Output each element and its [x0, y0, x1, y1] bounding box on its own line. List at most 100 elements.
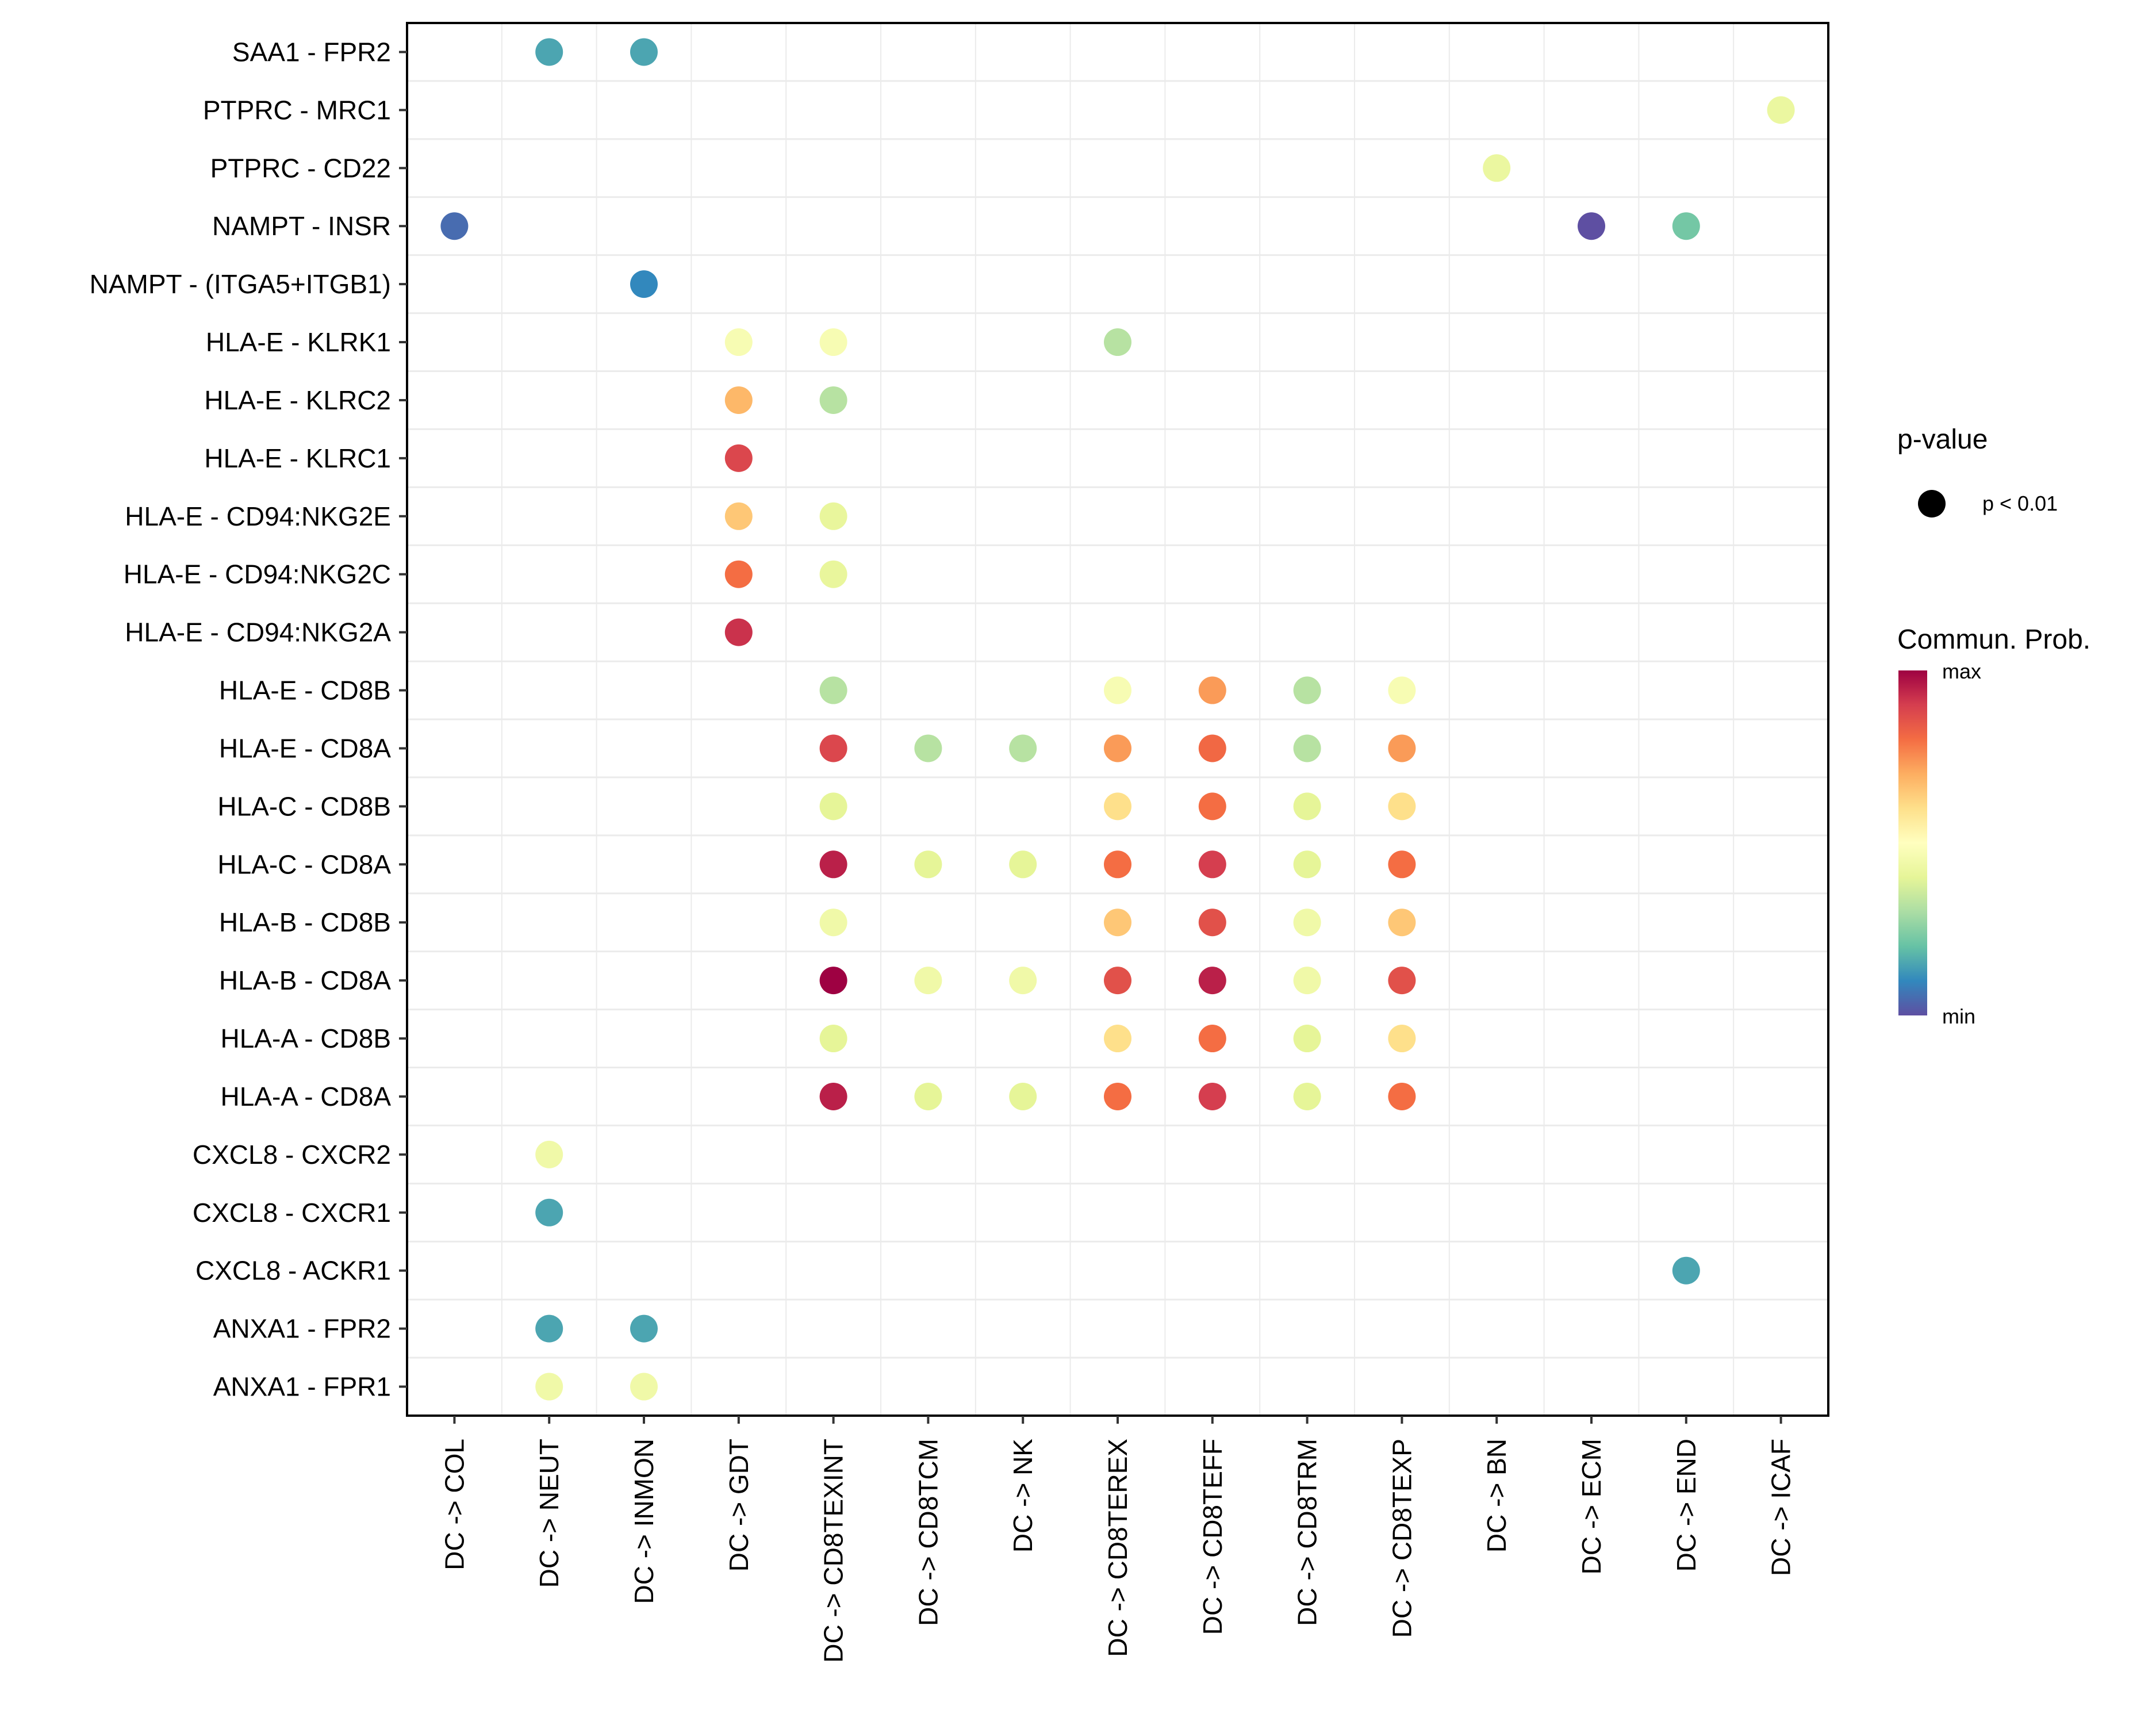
data-point	[819, 850, 847, 879]
legend-pvalue-title: p-value	[1897, 424, 1988, 455]
x-tick-label: DC -> ICAF	[1766, 1439, 1796, 1576]
data-point	[914, 734, 942, 762]
grid-lines	[407, 23, 1828, 1416]
data-point	[1293, 850, 1321, 879]
legend-colorbar: Commun. Prob. max min	[1897, 624, 2090, 1028]
data-point	[1198, 676, 1226, 704]
data-point	[440, 212, 469, 240]
data-point	[819, 676, 847, 704]
data-point	[1104, 676, 1131, 704]
data-point	[1388, 792, 1416, 821]
data-point	[630, 270, 658, 298]
data-point	[1483, 154, 1511, 182]
data-point	[1293, 676, 1321, 704]
y-tick-label: HLA-A - CD8B	[220, 1023, 391, 1053]
data-point	[1104, 908, 1131, 937]
data-point	[630, 1373, 658, 1401]
x-tick-label: DC -> NEUT	[534, 1439, 564, 1588]
data-point	[630, 38, 658, 66]
y-tick-label: HLA-C - CD8B	[217, 791, 391, 821]
data-point	[1104, 850, 1131, 879]
data-point	[1672, 1256, 1700, 1285]
y-tick-label: HLA-E - CD94:NKG2C	[124, 559, 391, 589]
data-point	[1388, 1082, 1416, 1110]
y-tick-label: SAA1 - FPR2	[232, 37, 391, 67]
colorbar-max-label: max	[1942, 660, 1981, 683]
y-tick-label: CXCL8 - ACKR1	[195, 1256, 391, 1286]
data-point	[1104, 792, 1131, 821]
x-tick-label: DC -> CD8TEXINT	[819, 1439, 849, 1663]
x-tick-label: DC -> END	[1671, 1439, 1701, 1571]
x-tick-label: DC -> NK	[1008, 1439, 1038, 1552]
data-point	[1388, 850, 1416, 879]
x-tick-label: DC -> CD8TEXP	[1387, 1439, 1417, 1638]
data-point	[1388, 676, 1416, 704]
data-point	[1198, 850, 1226, 879]
data-point	[1009, 967, 1037, 995]
y-tick-label: HLA-B - CD8A	[219, 965, 391, 995]
data-point	[1009, 1082, 1037, 1110]
y-tick-label: HLA-E - KLRC2	[204, 385, 391, 415]
data-point	[724, 328, 753, 356]
y-tick-label: PTPRC - MRC1	[203, 95, 391, 125]
data-point	[819, 1025, 847, 1053]
data-point	[1388, 1025, 1416, 1053]
data-point	[819, 1082, 847, 1110]
data-point	[1767, 96, 1795, 124]
y-tick-label: HLA-B - CD8B	[219, 907, 391, 937]
data-point	[1104, 734, 1131, 762]
x-tick-label: DC -> GDT	[724, 1439, 754, 1571]
data-point	[819, 328, 847, 356]
data-point	[1293, 792, 1321, 821]
colorbar-min-label: min	[1942, 1005, 1975, 1028]
y-tick-label: HLA-E - CD94:NKG2A	[125, 618, 391, 647]
data-point	[535, 38, 563, 66]
legend-pvalue: p-value p < 0.01	[1897, 424, 2058, 518]
data-point	[819, 908, 847, 937]
data-point	[724, 386, 753, 414]
x-tick-label: DC -> INMON	[629, 1439, 659, 1604]
colorbar	[1898, 670, 1927, 1015]
data-point	[1104, 328, 1131, 356]
data-points	[440, 38, 1795, 1401]
y-tick-label: NAMPT - (ITGA5+ITGB1)	[90, 269, 391, 299]
data-point	[1198, 1082, 1226, 1110]
y-tick-label: HLA-E - KLRK1	[206, 327, 391, 357]
data-point	[1293, 1025, 1321, 1053]
data-point	[1104, 1082, 1131, 1110]
legend-pvalue-label: p < 0.01	[1982, 492, 2058, 515]
data-point	[914, 850, 942, 879]
data-point	[1293, 1082, 1321, 1110]
data-point	[1293, 734, 1321, 762]
data-point	[914, 967, 942, 995]
y-tick-label: NAMPT - INSR	[212, 211, 391, 241]
data-point	[535, 1140, 563, 1168]
y-tick-label: HLA-E - CD8B	[219, 676, 391, 706]
y-tick-label: HLA-E - CD94:NKG2E	[125, 501, 391, 531]
y-tick-label: HLA-E - KLRC1	[204, 443, 391, 473]
data-point	[724, 618, 753, 646]
data-point	[724, 502, 753, 530]
data-point	[535, 1198, 563, 1226]
data-point	[630, 1314, 658, 1343]
data-point	[1104, 967, 1131, 995]
data-point	[819, 734, 847, 762]
y-tick-label: PTPRC - CD22	[210, 153, 391, 183]
data-point	[1388, 908, 1416, 937]
data-point	[1672, 212, 1700, 240]
y-tick-label: CXCL8 - CXCR2	[193, 1140, 391, 1170]
data-point	[1578, 212, 1605, 240]
data-point	[914, 1082, 942, 1110]
x-tick-label: DC -> CD8TRM	[1292, 1439, 1322, 1626]
data-point	[1198, 734, 1226, 762]
data-point	[1198, 908, 1226, 937]
data-point	[1198, 1025, 1226, 1053]
data-point	[819, 792, 847, 821]
data-point	[819, 560, 847, 588]
data-point	[724, 560, 753, 588]
x-tick-label: DC -> CD8TEREX	[1103, 1439, 1133, 1657]
x-axis: DC -> COL DC -> NEUT DC -> INMON DC -> GDT D…	[439, 1416, 1796, 1663]
data-point	[1198, 792, 1226, 821]
y-tick-label: HLA-C - CD8A	[217, 849, 391, 879]
